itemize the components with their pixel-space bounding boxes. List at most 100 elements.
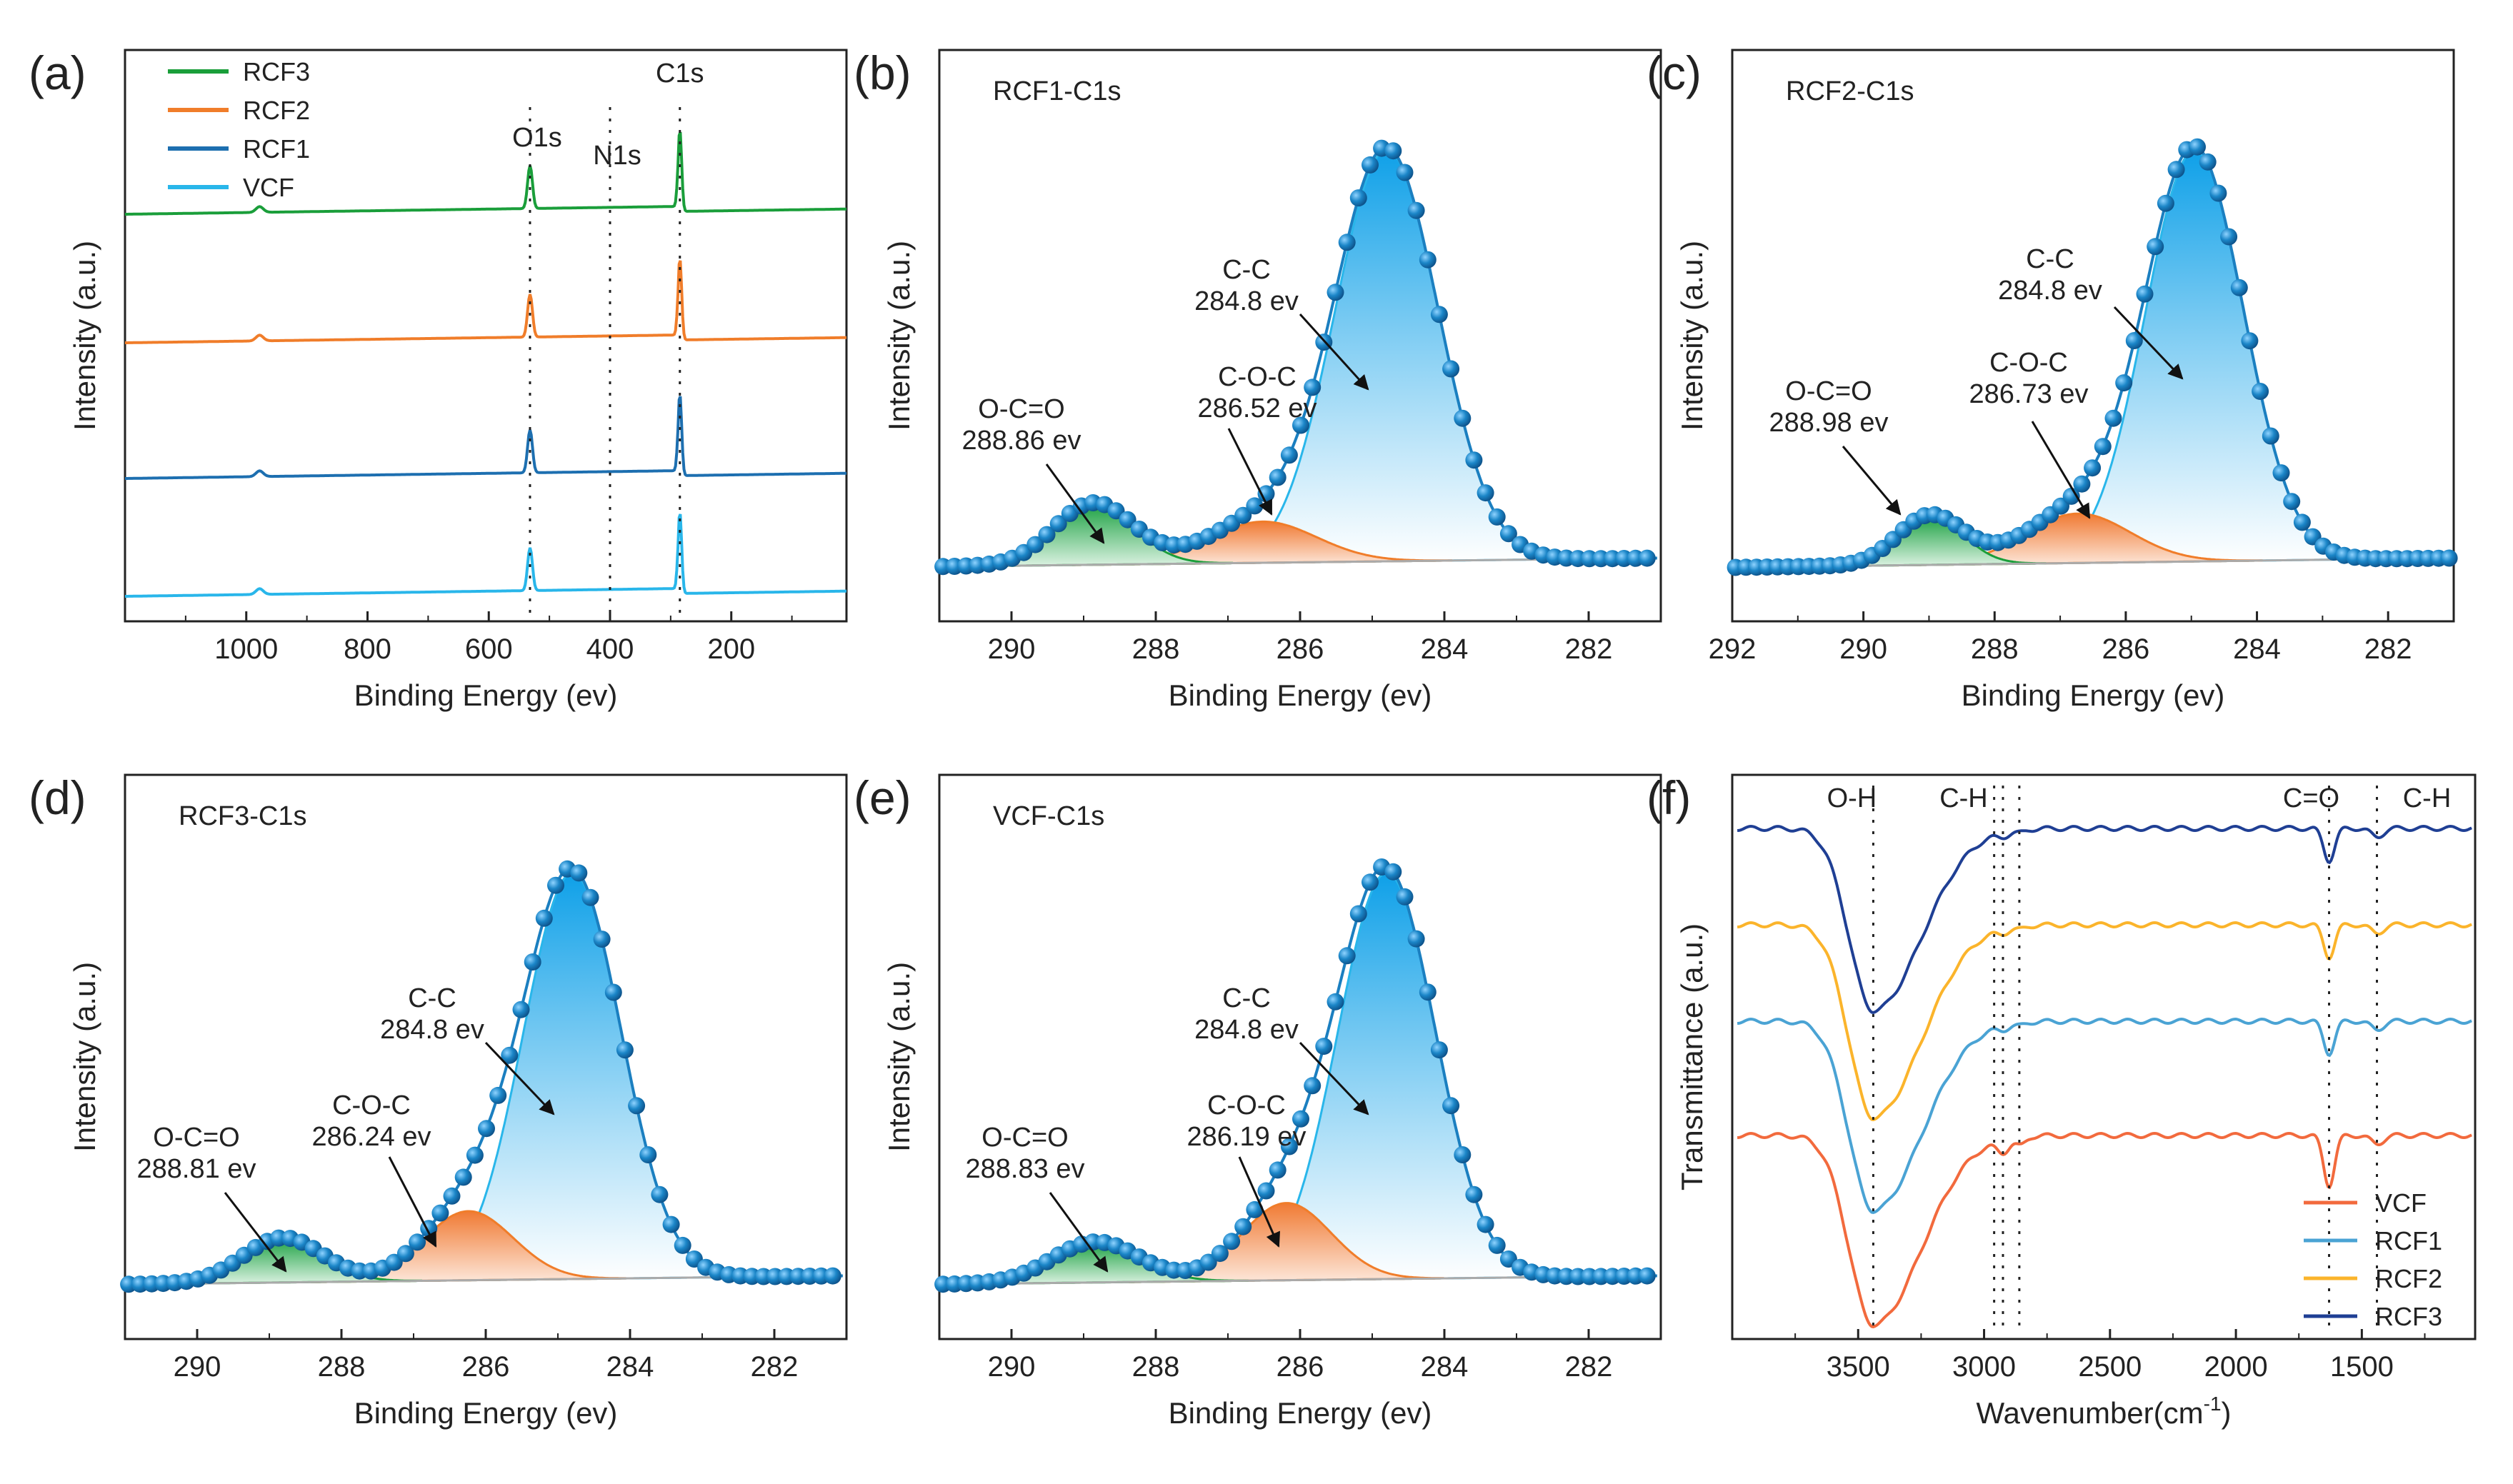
annotation-name-oco: O-C=O bbox=[1785, 376, 1872, 406]
annotation-energy-coc: 286.24 ev bbox=[312, 1122, 431, 1152]
x-tick-label: 2000 bbox=[2204, 1351, 2268, 1383]
annotation-arrow bbox=[388, 1156, 437, 1248]
annotation-energy-cc: 284.8 ev bbox=[380, 1015, 484, 1045]
panel-label: (b) bbox=[854, 46, 911, 99]
data-point bbox=[1499, 525, 1517, 543]
data-point bbox=[581, 888, 599, 906]
data-point bbox=[1327, 284, 1344, 301]
annotation-name-coc: C-O-C bbox=[1989, 348, 2068, 378]
data-point bbox=[512, 1001, 530, 1018]
annotation-arrow bbox=[1045, 463, 1105, 544]
data-point bbox=[604, 983, 622, 1001]
spectrum-rcf1 bbox=[125, 396, 846, 480]
annotation-energy-oco: 288.98 ev bbox=[1769, 408, 1889, 438]
data-point bbox=[1119, 511, 1136, 528]
x-tick-label: 1000 bbox=[214, 633, 278, 665]
x-tick-label: 800 bbox=[344, 633, 391, 665]
data-point bbox=[2094, 438, 2112, 456]
data-point bbox=[443, 1187, 461, 1205]
data-point bbox=[1407, 201, 1425, 219]
x-tick-label: 288 bbox=[1132, 633, 1180, 665]
x-axis-label-tail: ) bbox=[2222, 1396, 2232, 1430]
annotation-energy-coc: 286.19 ev bbox=[1187, 1122, 1307, 1152]
data-point bbox=[1269, 468, 1287, 486]
x-tick-label: 282 bbox=[1565, 1351, 1613, 1383]
data-point bbox=[409, 1233, 426, 1251]
legend-label-vcf: VCF bbox=[2375, 1188, 2427, 1218]
annotation-name-oco: O-C=O bbox=[153, 1123, 239, 1153]
data-point bbox=[2147, 238, 2164, 256]
data-point bbox=[674, 1236, 691, 1254]
data-point bbox=[1465, 451, 1483, 469]
legend-label-rcf2: RCF2 bbox=[243, 96, 310, 125]
panel-f: (f) 3500 3000 2500 2000 1500 Wavenumber(cm-1) T… bbox=[1647, 771, 2477, 1430]
ftir-rcf2 bbox=[1737, 921, 2472, 1121]
data-point bbox=[524, 953, 541, 971]
y-axis-label: Transmittance (a.u.) bbox=[1675, 923, 1709, 1190]
data-point bbox=[2209, 184, 2227, 202]
data-point bbox=[1488, 508, 1506, 526]
data-point bbox=[1384, 863, 1402, 881]
panel-title: RCF2-C1s bbox=[1786, 76, 1914, 106]
data-point bbox=[1488, 1236, 1506, 1254]
data-point bbox=[2125, 332, 2143, 349]
data-point bbox=[2157, 194, 2174, 212]
data-point bbox=[478, 1120, 495, 1138]
x-tick-label: 286 bbox=[462, 1351, 510, 1383]
spectrum-vcf bbox=[125, 513, 846, 598]
data-point bbox=[1396, 164, 1414, 181]
data-point bbox=[1362, 873, 1379, 891]
annotation-arrow bbox=[2113, 306, 2184, 380]
annotation-energy-coc: 286.73 ev bbox=[1969, 379, 2089, 409]
x-tick-label: 284 bbox=[606, 1351, 654, 1383]
x-tick-label: 290 bbox=[1839, 633, 1887, 665]
data-point bbox=[1304, 1077, 1322, 1095]
data-point bbox=[1430, 306, 1448, 324]
data-point bbox=[1211, 1245, 1229, 1263]
annotation-name-coc: C-O-C bbox=[332, 1091, 411, 1120]
x-axis-label: Binding Energy (ev) bbox=[354, 678, 618, 712]
data-point bbox=[1199, 1253, 1217, 1271]
x-tick-label: 400 bbox=[586, 633, 634, 665]
legend-label-rcf2: RCF2 bbox=[2375, 1264, 2442, 1293]
annotation-energy-cc: 284.8 ev bbox=[1194, 286, 1299, 316]
annotation-energy-oco: 288.81 ev bbox=[137, 1154, 256, 1184]
x-tick-label: 600 bbox=[465, 633, 513, 665]
panel-label: (e) bbox=[854, 771, 911, 824]
data-point bbox=[1419, 983, 1437, 1001]
annotation-arrow bbox=[1227, 428, 1273, 516]
annotation-name-cc: C-C bbox=[408, 983, 456, 1013]
data-point bbox=[570, 864, 588, 882]
x-axis-label: Binding Energy (ev) bbox=[354, 1396, 618, 1430]
x-tick-label: 284 bbox=[1421, 633, 1469, 665]
fit-envelope bbox=[1735, 144, 2451, 569]
peak-label-o1s: O1s bbox=[512, 123, 562, 153]
band-label-co: C=O bbox=[2283, 783, 2339, 813]
data-point bbox=[1234, 506, 1252, 524]
panel-title: RCF1-C1s bbox=[993, 76, 1121, 106]
x-tick-label: 286 bbox=[1277, 1351, 1324, 1383]
data-point bbox=[1292, 416, 1309, 434]
data-point bbox=[1304, 378, 1322, 396]
annotation-name-cc: C-C bbox=[1222, 255, 1271, 285]
data-point bbox=[2220, 228, 2238, 246]
data-point bbox=[1349, 905, 1367, 923]
data-point bbox=[2136, 285, 2154, 303]
band-label-ch: C-H bbox=[2403, 783, 2452, 813]
data-point bbox=[1638, 1267, 1656, 1285]
y-axis-label: Intensity (a.u.) bbox=[882, 962, 916, 1152]
x-tick-label: 290 bbox=[174, 1351, 221, 1383]
annotation-name-oco: O-C=O bbox=[981, 1123, 1068, 1153]
band-label-ch: C-H bbox=[1939, 783, 1988, 813]
data-point bbox=[501, 1046, 519, 1064]
data-point bbox=[1454, 1146, 1472, 1163]
data-point bbox=[1454, 409, 1472, 427]
data-point bbox=[1327, 993, 1344, 1011]
annotation-name-coc: C-O-C bbox=[1207, 1091, 1286, 1120]
annotation-name-cc: C-C bbox=[1222, 983, 1271, 1013]
data-point bbox=[1280, 1138, 1298, 1155]
panel-c: (c) 292 290 288 286 284 282 Binding Energy (ev)… bbox=[1647, 46, 2458, 712]
x-tick-label: 288 bbox=[1971, 633, 2019, 665]
x-tick-label: 1500 bbox=[2330, 1351, 2394, 1383]
data-point bbox=[1477, 484, 1494, 502]
